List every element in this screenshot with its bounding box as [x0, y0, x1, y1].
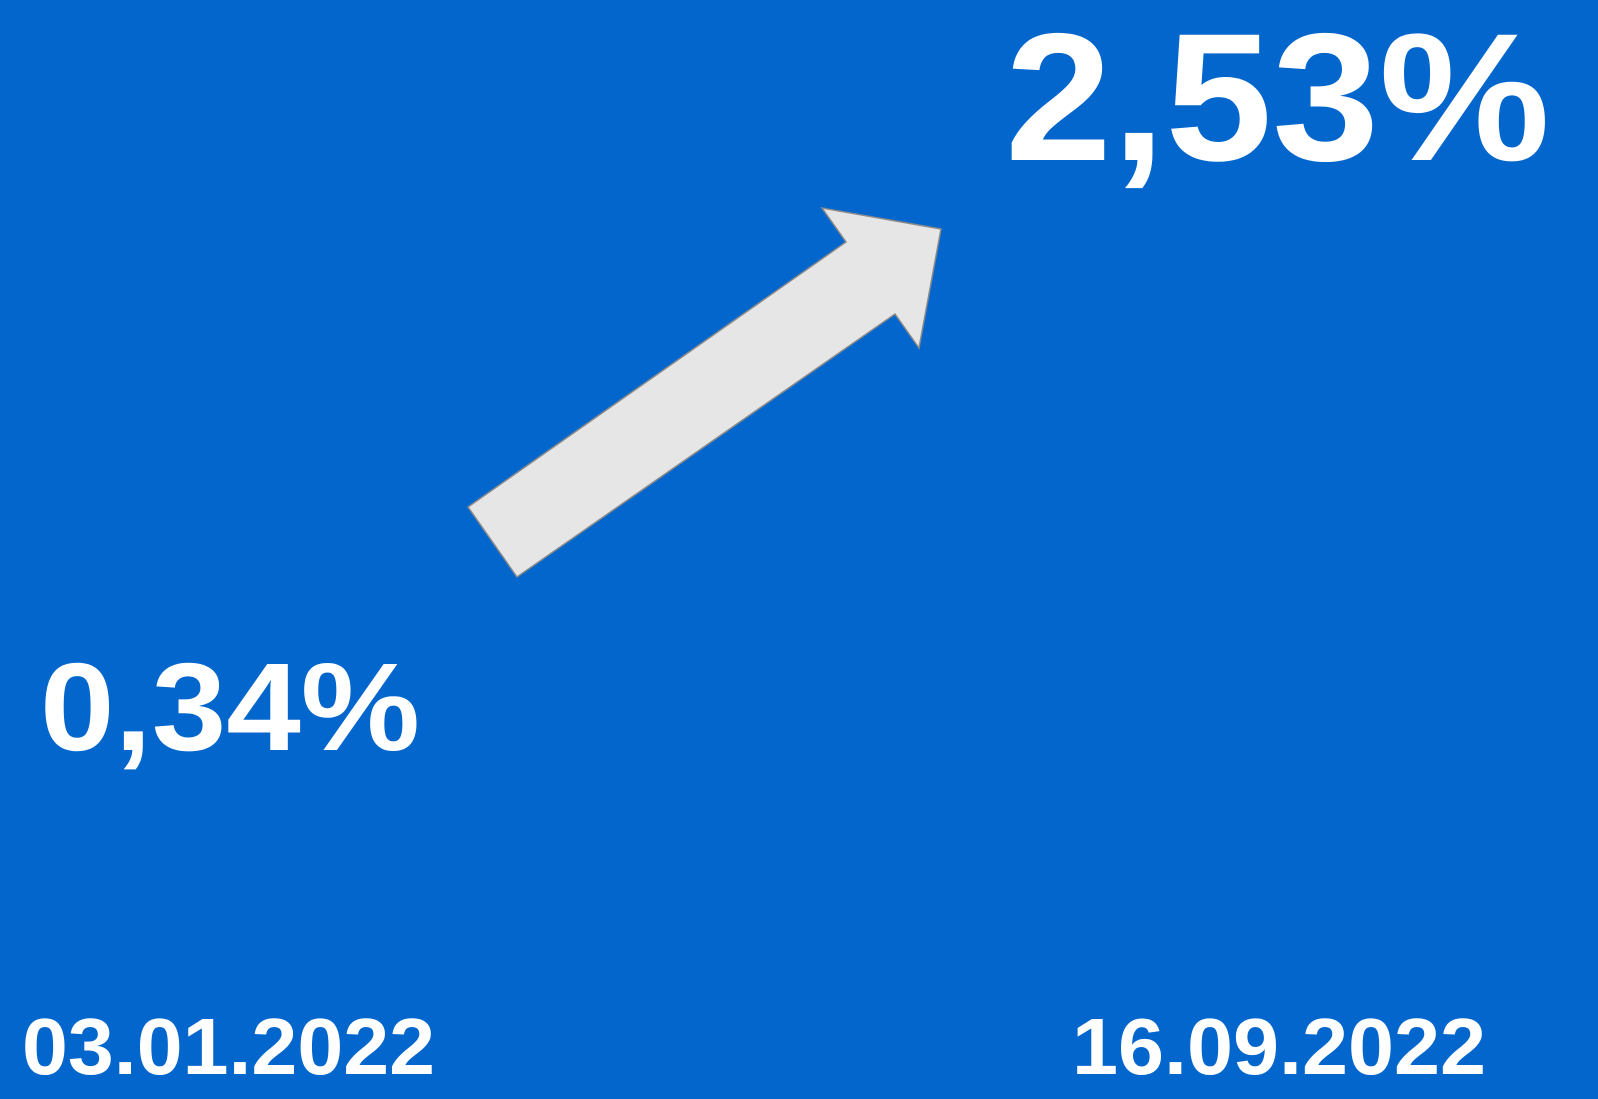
start-value: 0,34% — [40, 638, 420, 777]
trend-arrow — [466, 206, 942, 579]
start-date: 03.01.2022 — [22, 1002, 435, 1091]
end-date: 16.09.2022 — [1072, 1002, 1486, 1091]
end-value: 2,53% — [1005, 0, 1550, 199]
